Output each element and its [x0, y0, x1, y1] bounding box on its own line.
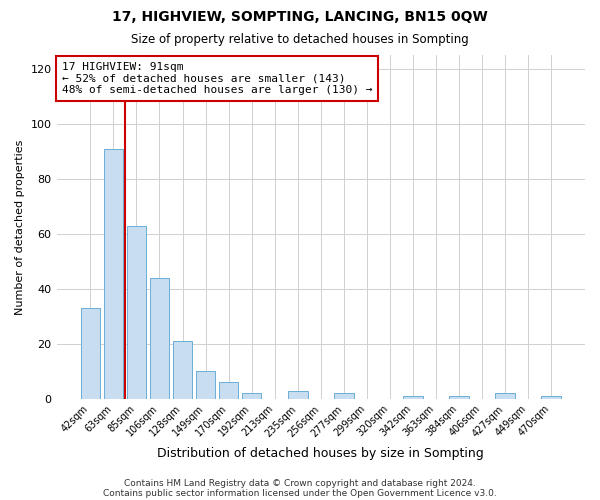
- X-axis label: Distribution of detached houses by size in Sompting: Distribution of detached houses by size …: [157, 447, 484, 460]
- Bar: [80, 308, 100, 399]
- Bar: [242, 394, 262, 399]
- Bar: [219, 382, 238, 399]
- Bar: [173, 341, 193, 399]
- Bar: [541, 396, 561, 399]
- Text: Size of property relative to detached houses in Sompting: Size of property relative to detached ho…: [131, 32, 469, 46]
- Bar: [149, 278, 169, 399]
- Bar: [127, 226, 146, 399]
- Bar: [403, 396, 423, 399]
- Bar: [104, 148, 123, 399]
- Bar: [288, 390, 308, 399]
- Bar: [449, 396, 469, 399]
- Y-axis label: Number of detached properties: Number of detached properties: [15, 139, 25, 314]
- Bar: [196, 372, 215, 399]
- Text: Contains public sector information licensed under the Open Government Licence v3: Contains public sector information licen…: [103, 488, 497, 498]
- Bar: [496, 394, 515, 399]
- Text: 17, HIGHVIEW, SOMPTING, LANCING, BN15 0QW: 17, HIGHVIEW, SOMPTING, LANCING, BN15 0Q…: [112, 10, 488, 24]
- Text: Contains HM Land Registry data © Crown copyright and database right 2024.: Contains HM Land Registry data © Crown c…: [124, 478, 476, 488]
- Bar: [334, 394, 353, 399]
- Text: 17 HIGHVIEW: 91sqm
← 52% of detached houses are smaller (143)
48% of semi-detach: 17 HIGHVIEW: 91sqm ← 52% of detached hou…: [62, 62, 373, 95]
